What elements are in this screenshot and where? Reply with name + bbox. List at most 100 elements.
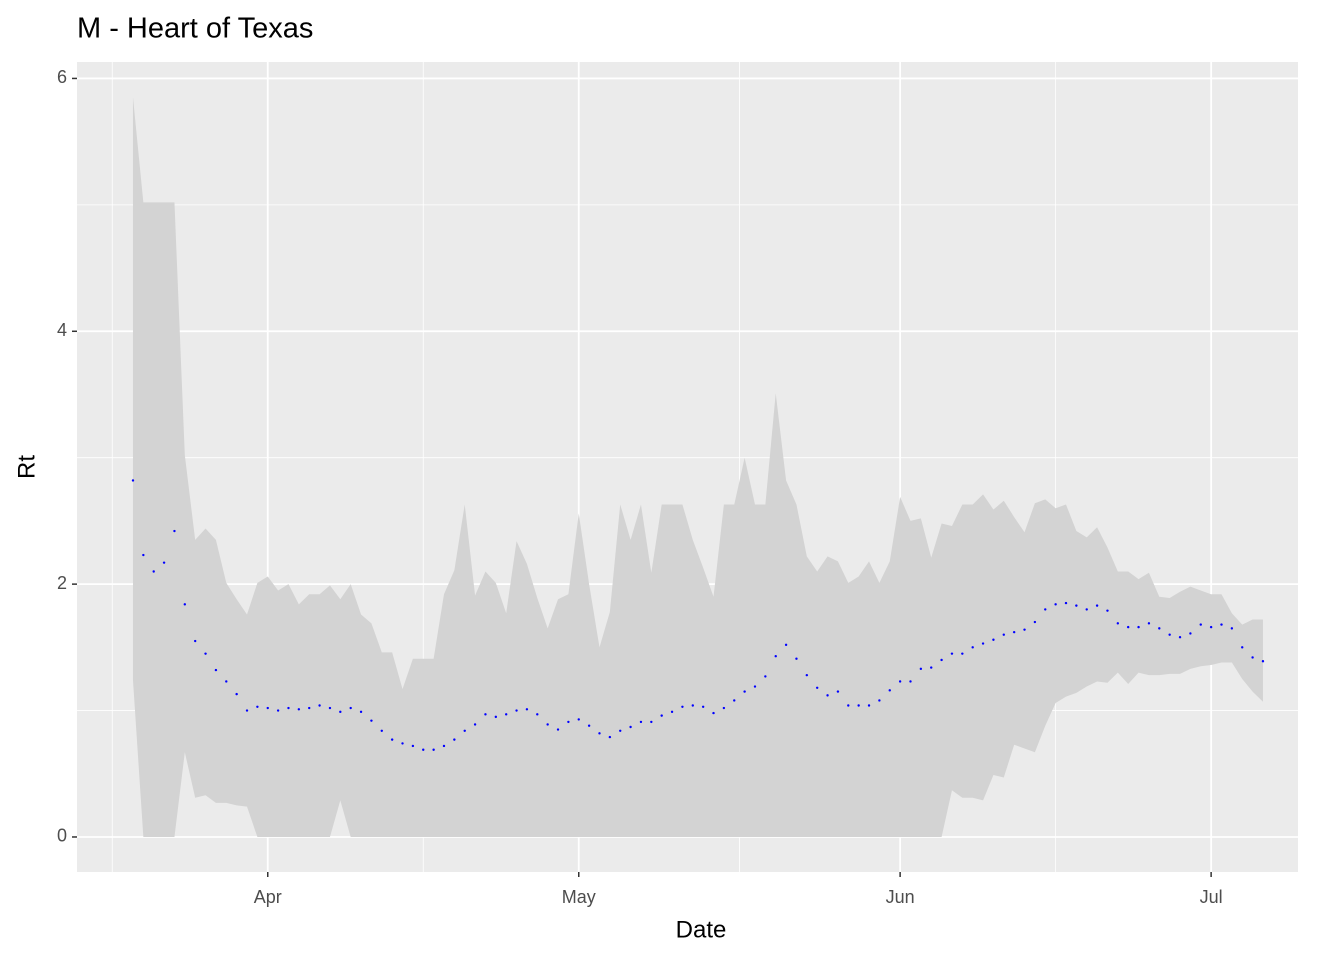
point bbox=[328, 706, 332, 710]
point bbox=[1137, 625, 1140, 629]
point bbox=[764, 675, 767, 678]
point bbox=[1199, 623, 1202, 626]
point bbox=[494, 715, 498, 719]
point bbox=[660, 714, 663, 717]
point bbox=[1054, 603, 1057, 606]
point bbox=[971, 646, 974, 649]
point bbox=[992, 638, 995, 641]
point bbox=[743, 690, 746, 693]
point bbox=[1012, 630, 1016, 634]
point bbox=[131, 479, 135, 482]
point bbox=[359, 710, 363, 714]
point bbox=[1033, 620, 1037, 624]
point bbox=[556, 728, 560, 731]
point bbox=[961, 652, 964, 655]
x-tick-label: Apr bbox=[254, 887, 282, 907]
point bbox=[1085, 608, 1088, 611]
point bbox=[1158, 627, 1161, 630]
point bbox=[308, 706, 311, 710]
point bbox=[950, 652, 954, 655]
point bbox=[981, 642, 985, 645]
point bbox=[318, 704, 321, 707]
point bbox=[857, 704, 860, 707]
point bbox=[152, 570, 155, 573]
point bbox=[909, 680, 912, 683]
point bbox=[919, 667, 923, 671]
point bbox=[888, 689, 891, 692]
point bbox=[1189, 632, 1192, 635]
point bbox=[722, 706, 726, 710]
point bbox=[701, 705, 705, 708]
point bbox=[1147, 622, 1151, 625]
point bbox=[225, 680, 228, 683]
point bbox=[297, 708, 301, 711]
x-tick-label: May bbox=[562, 887, 596, 907]
point bbox=[878, 699, 881, 702]
point bbox=[463, 729, 466, 732]
point bbox=[608, 735, 612, 739]
point bbox=[1106, 609, 1109, 612]
point bbox=[401, 742, 404, 745]
point bbox=[650, 720, 653, 724]
point bbox=[245, 709, 249, 712]
point bbox=[1251, 656, 1254, 659]
point bbox=[1116, 622, 1120, 625]
point bbox=[1209, 625, 1213, 629]
confidence-band bbox=[132, 97, 1263, 837]
point bbox=[940, 658, 943, 662]
point bbox=[898, 680, 902, 683]
point bbox=[1126, 625, 1130, 629]
point bbox=[142, 553, 145, 557]
point bbox=[712, 711, 715, 715]
point bbox=[836, 690, 840, 693]
point bbox=[370, 719, 373, 722]
point bbox=[204, 652, 207, 655]
point bbox=[1002, 633, 1005, 636]
point bbox=[422, 748, 425, 751]
point bbox=[805, 673, 809, 677]
x-tick-label: Jun bbox=[886, 887, 915, 907]
point bbox=[1095, 604, 1099, 607]
point bbox=[162, 561, 166, 564]
point bbox=[629, 725, 632, 729]
point bbox=[504, 713, 508, 716]
chart-title: M - Heart of Texas bbox=[77, 13, 313, 45]
point bbox=[670, 710, 674, 714]
point bbox=[753, 685, 757, 688]
point bbox=[1261, 660, 1265, 663]
point bbox=[1075, 604, 1078, 607]
point bbox=[1220, 623, 1223, 626]
point bbox=[867, 704, 871, 707]
point bbox=[598, 732, 601, 735]
point bbox=[546, 723, 549, 726]
point bbox=[691, 704, 694, 707]
y-tick-label: 0 bbox=[57, 826, 67, 846]
point bbox=[266, 706, 269, 710]
point bbox=[1064, 601, 1068, 605]
point bbox=[815, 686, 819, 689]
point bbox=[473, 723, 477, 726]
point bbox=[774, 654, 777, 658]
point bbox=[515, 709, 518, 712]
point bbox=[173, 529, 176, 533]
point bbox=[256, 705, 259, 708]
point bbox=[1178, 636, 1182, 639]
point bbox=[390, 738, 394, 741]
point bbox=[380, 729, 383, 732]
point bbox=[276, 709, 280, 712]
point bbox=[587, 724, 591, 727]
point bbox=[733, 699, 736, 702]
y-tick-label: 4 bbox=[57, 320, 67, 340]
point bbox=[411, 744, 415, 748]
point bbox=[1241, 646, 1244, 649]
x-axis-title: Date bbox=[676, 916, 727, 943]
point bbox=[784, 643, 788, 647]
point bbox=[453, 738, 456, 741]
point bbox=[567, 720, 570, 724]
point bbox=[432, 748, 435, 751]
point bbox=[235, 692, 238, 696]
point bbox=[214, 668, 218, 672]
point bbox=[1023, 628, 1026, 631]
point bbox=[795, 657, 798, 660]
